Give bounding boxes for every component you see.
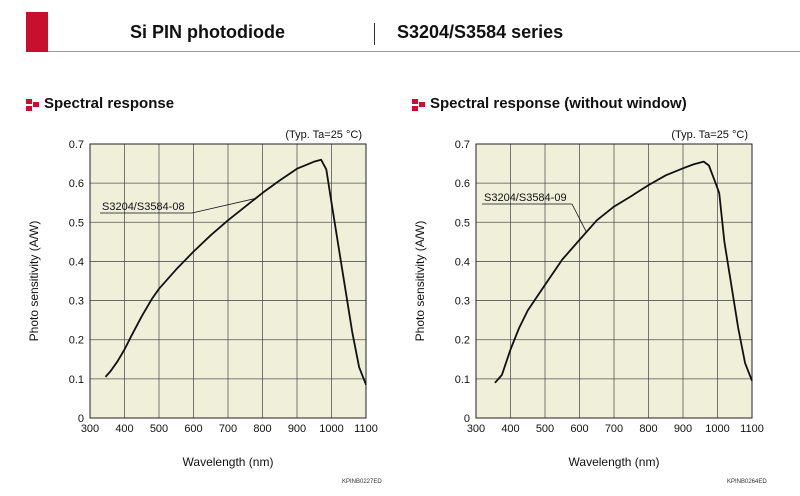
chart-1-section-title: Spectral response <box>44 95 175 112</box>
series-label: S3204/S3584-09 <box>484 192 567 204</box>
series-line <box>104 158 367 386</box>
x-tick-label: 1100 <box>740 423 764 435</box>
y-tick-label: 0 <box>464 413 470 425</box>
condition-label: (Typ. Ta=25 °C) <box>285 129 362 141</box>
x-tick-label: 400 <box>501 423 519 435</box>
y-tick-label: 0.1 <box>455 374 470 386</box>
spectral-response-without-window-chart: 300 400 500 600 700 800 900 1000 1100 0 0.1 0.2 0.3 0… <box>413 129 764 469</box>
x-tick-label: 800 <box>639 423 657 435</box>
x-tick-label: 700 <box>605 423 623 435</box>
y-tick-label: 0.6 <box>455 178 470 190</box>
y-axis-label: Photo sensitivity (A/W) <box>413 221 427 342</box>
brand-accent-block <box>26 12 48 52</box>
header-divider <box>374 23 375 45</box>
y-tick-label: 0.2 <box>455 335 470 347</box>
chart-2-section-title: Spectral response (without window) <box>430 95 687 112</box>
x-tick-label: 500 <box>536 423 554 435</box>
x-tick-label: 900 <box>288 423 306 435</box>
figure-code: KPINB0264ED <box>727 479 767 485</box>
x-axis-label: Wavelength (nm) <box>183 455 274 469</box>
x-tick-label: 700 <box>219 423 237 435</box>
section-marker-icon <box>412 99 425 111</box>
y-tick-label: 0.2 <box>69 335 84 347</box>
page-header: Si PIN photodiode S3204/S3584 series <box>0 0 800 52</box>
x-tick-label: 900 <box>674 423 692 435</box>
x-tick-label: 300 <box>467 423 485 435</box>
x-tick-label: 800 <box>253 423 271 435</box>
series-title: S3204/S3584 series <box>397 22 564 42</box>
condition-label: (Typ. Ta=25 °C) <box>671 129 748 141</box>
y-tick-label: 0.3 <box>69 296 84 308</box>
y-tick-label: 0.4 <box>69 256 84 268</box>
product-type-title: Si PIN photodiode <box>130 22 285 42</box>
section-marker-icon <box>26 99 39 111</box>
plot-frame <box>89 143 367 419</box>
y-tick-label: 0.7 <box>455 139 470 151</box>
y-tick-label: 0.5 <box>69 217 84 229</box>
figure-code: KPINB0227ED <box>342 479 382 485</box>
x-tick-label: 1000 <box>319 423 343 435</box>
y-tick-label: 0.5 <box>455 217 470 229</box>
x-tick-label: 500 <box>150 423 168 435</box>
spectral-response-chart: 300 400 500 600 700 800 900 1000 1100 0 0.1 0.2 0.3 0… <box>27 129 378 469</box>
x-tick-label: 400 <box>115 423 133 435</box>
series-leader-line <box>571 203 587 233</box>
series-line <box>494 160 753 384</box>
y-tick-label: 0.4 <box>455 256 470 268</box>
y-tick-label: 0 <box>78 413 84 425</box>
x-tick-label: 300 <box>81 423 99 435</box>
y-axis-label: Photo sensitivity (A/W) <box>27 221 41 342</box>
header-rule <box>48 51 800 52</box>
x-tick-label: 1000 <box>705 423 729 435</box>
x-tick-label: 1100 <box>354 423 378 435</box>
x-axis-label: Wavelength (nm) <box>569 455 660 469</box>
plot-frame <box>475 143 753 419</box>
y-tick-label: 0.6 <box>69 178 84 190</box>
x-tick-label: 600 <box>184 423 202 435</box>
y-tick-label: 0.7 <box>69 139 84 151</box>
y-tick-label: 0.3 <box>455 296 470 308</box>
series-leader-line <box>191 198 256 214</box>
y-tick-label: 0.1 <box>69 374 84 386</box>
x-tick-label: 600 <box>570 423 588 435</box>
series-label: S3204/S3584-08 <box>102 201 185 213</box>
